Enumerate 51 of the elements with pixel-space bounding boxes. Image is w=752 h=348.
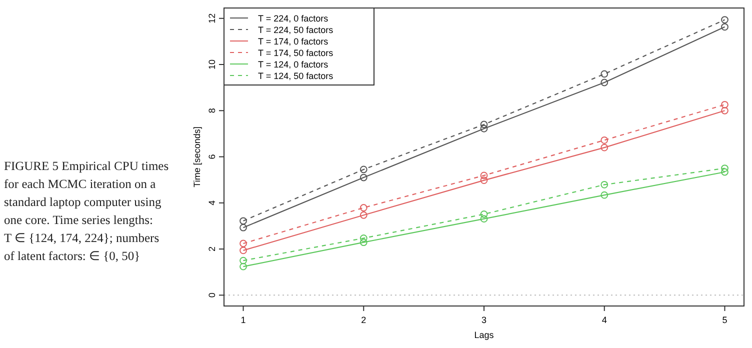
point (721, 168, 728, 176)
point (600, 144, 608, 152)
point (721, 16, 728, 24)
point (721, 106, 728, 114)
point (600, 70, 608, 78)
y-axis-title: Time [seconds] (192, 126, 202, 188)
point (240, 262, 247, 270)
point (480, 120, 488, 128)
legend-label: T = 124, 0 factors (258, 60, 329, 70)
x-tick-label: 2 (361, 315, 366, 325)
legend-label: T = 174, 50 factors (258, 48, 334, 58)
y-tick-label: 2 (207, 246, 217, 252)
point (360, 238, 368, 246)
point (600, 191, 608, 199)
y-tick-label: 12 (207, 13, 217, 24)
point (360, 166, 368, 174)
point (480, 172, 488, 180)
y-tick-label: 0 (207, 292, 217, 298)
point (240, 240, 247, 248)
point (360, 211, 368, 219)
point (600, 180, 608, 188)
point (480, 176, 488, 184)
legend-label: T = 124, 50 factors (258, 71, 334, 81)
legend-label: T = 224, 50 factors (258, 25, 334, 35)
x-tick-label: 3 (481, 315, 487, 325)
caption: FIGURE 5 Empirical CPU times for each MCMC iteration on a standard laptop computer using one core. Time series lengths: T ∈ {124, 174, 224}; numbers of latent factors: ∈ {0, 50} (4, 159, 169, 263)
point (240, 256, 247, 264)
point (480, 124, 488, 132)
x-tick-label: 1 (240, 315, 246, 325)
x-axis-title: Lags (474, 330, 494, 340)
legend-label: T = 224, 0 factors (258, 14, 329, 24)
point (721, 164, 728, 172)
point (480, 215, 488, 223)
point (360, 174, 368, 182)
point (240, 217, 247, 225)
point (721, 100, 728, 108)
point (721, 23, 728, 31)
point (240, 224, 247, 232)
y-tick-label: 10 (207, 60, 217, 70)
x-tick-label: 4 (602, 315, 607, 325)
point (600, 78, 608, 86)
point (600, 136, 608, 144)
y-tick-label: 6 (207, 154, 217, 160)
x-tick-label: 5 (722, 315, 728, 325)
point (240, 246, 247, 254)
y-tick-label: 8 (207, 108, 217, 114)
legend-label: T = 174, 0 factors (258, 36, 329, 46)
point (360, 234, 368, 242)
point (480, 210, 488, 218)
point (360, 204, 368, 212)
y-tick-label: 4 (207, 200, 217, 206)
